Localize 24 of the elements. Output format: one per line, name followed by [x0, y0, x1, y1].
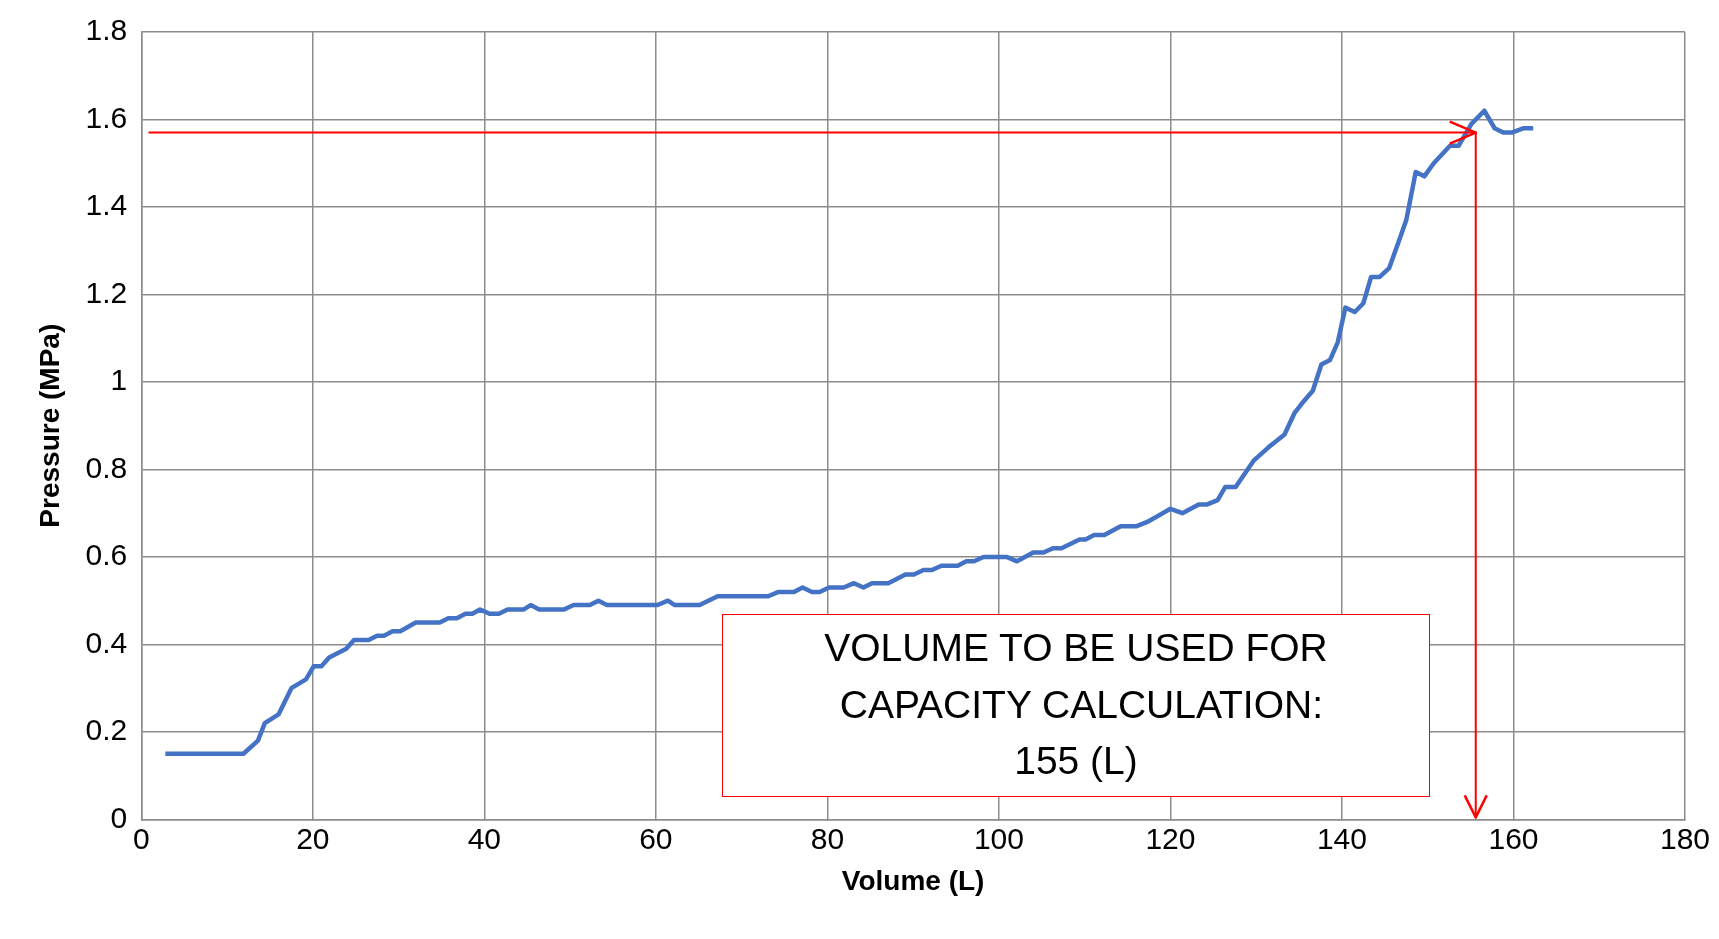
y-tick-label: 1.8 — [85, 13, 128, 47]
x-tick-label: 160 — [1488, 821, 1539, 855]
x-tick-label: 180 — [1659, 821, 1711, 855]
y-tick-label: 0 — [110, 800, 128, 834]
y-tick-label: 1.2 — [85, 275, 128, 309]
x-tick-label: 40 — [467, 821, 502, 855]
y-tick-label: 0.2 — [85, 713, 128, 747]
annotation: VOLUME TO BE USED FOR CAPACITY CALCULATION: 155 (L) — [824, 625, 1328, 785]
y-tick-label: 1 — [110, 363, 128, 397]
x-tick-label: 120 — [1145, 821, 1196, 855]
x-tick-label: 20 — [296, 821, 330, 855]
y-tick-label: 0.6 — [85, 538, 128, 572]
x-axis-title: Volume (L) — [841, 864, 985, 896]
y-axis-title: Pressure (MPa) — [33, 323, 65, 528]
note-box: VOLUME TO BE USED FOR CAPACITY CALCULATION: 155 (L) — [721, 613, 1431, 797]
x-tick-label: 140 — [1316, 821, 1367, 855]
x-tick-label: 0 — [132, 821, 150, 855]
y-tick-label: 1.6 — [85, 100, 128, 134]
x-tick-label: 100 — [973, 821, 1024, 855]
y-tick-label: 0.8 — [85, 450, 128, 484]
x-tick-label: 60 — [639, 821, 673, 855]
y-tick-label: 1.4 — [85, 188, 128, 222]
x-tick-label: 80 — [810, 821, 845, 855]
y-tick-label: 0.4 — [85, 625, 128, 659]
